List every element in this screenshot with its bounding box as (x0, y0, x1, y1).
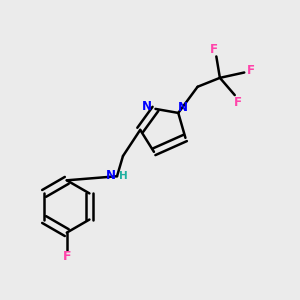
Text: F: F (247, 64, 255, 76)
Text: F: F (234, 96, 242, 109)
Text: F: F (62, 250, 71, 263)
Text: N: N (178, 101, 188, 114)
Text: H: H (119, 171, 128, 181)
Text: N: N (106, 169, 116, 182)
Text: N: N (142, 100, 152, 113)
Text: F: F (210, 44, 218, 56)
